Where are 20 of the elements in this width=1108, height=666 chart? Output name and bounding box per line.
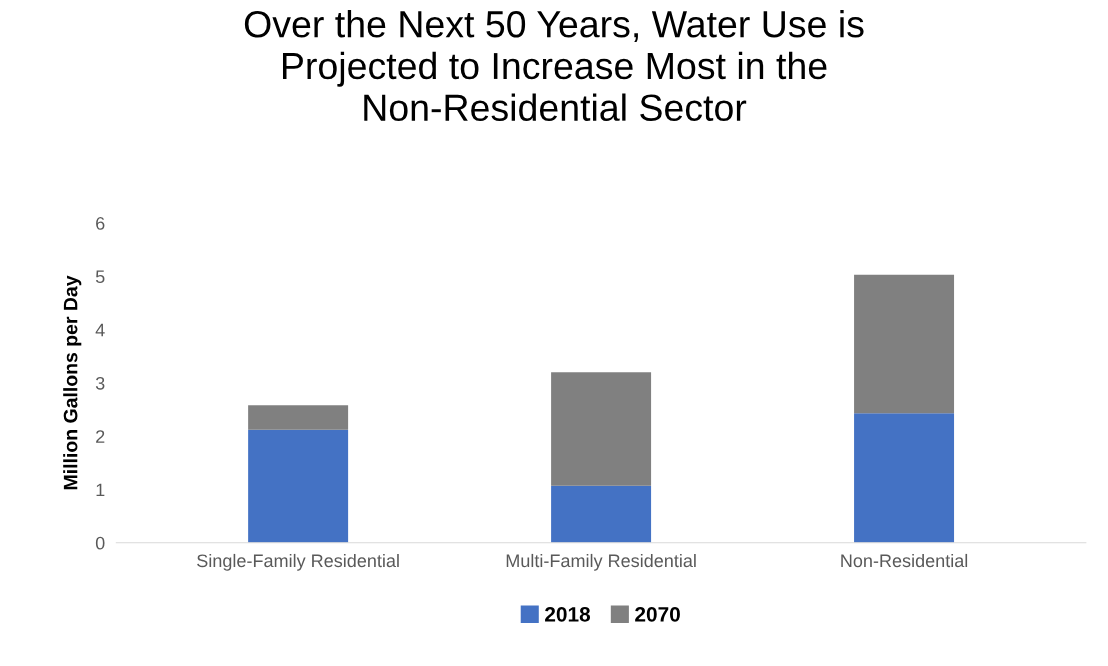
x-tick-label: Non-Residential <box>841 553 968 568</box>
bar <box>551 485 652 543</box>
bar <box>854 274 955 414</box>
y-tick-label: 4 <box>95 323 105 337</box>
y-tick-label: 3 <box>95 376 105 390</box>
y-axis-title: Million Gallons per Day <box>63 275 82 490</box>
y-tick-label: 1 <box>96 483 105 497</box>
x-tick-label: Single-Family Residential <box>197 553 399 571</box>
legend-label: 2018 <box>545 606 591 622</box>
bar <box>551 372 652 486</box>
chart-title: Over the Next 50 Years, Water Use is Projected to Increase Most in the Non-Residential Sector <box>244 9 864 122</box>
y-tick-label: 0 <box>95 536 105 550</box>
bar <box>248 405 349 430</box>
bar <box>854 413 955 543</box>
x-tick-label: Multi-Family Residential <box>506 553 696 571</box>
bar <box>248 429 349 543</box>
y-tick-label: 5 <box>95 270 105 284</box>
y-tick-label: 2 <box>96 430 105 443</box>
legend-label: 2070 <box>635 606 680 622</box>
y-tick-label: 6 <box>96 217 105 230</box>
